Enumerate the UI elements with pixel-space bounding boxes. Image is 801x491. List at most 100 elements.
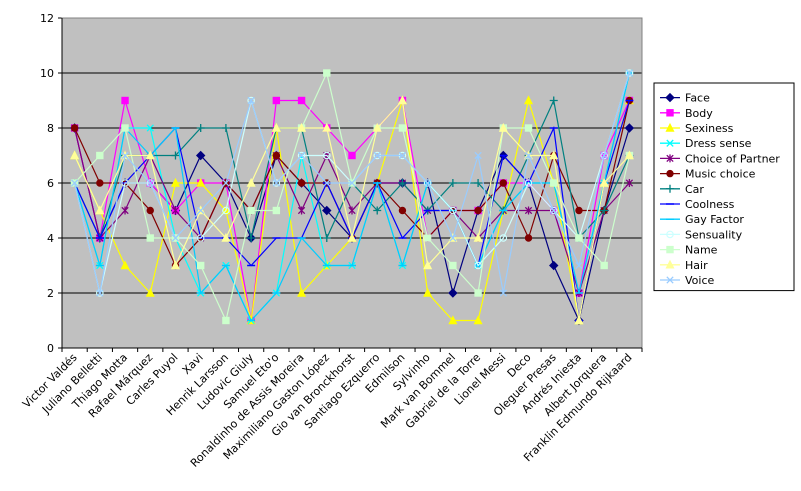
legend-swatch-marker (666, 276, 674, 284)
data-point (196, 124, 205, 132)
data-point (297, 287, 307, 297)
legend-label: Face (685, 92, 710, 105)
legend-label: Sensuality (685, 228, 743, 241)
data-point (575, 234, 583, 242)
data-point (145, 150, 155, 160)
legend-label: Name (685, 244, 718, 257)
data-point (323, 179, 331, 187)
data-point (575, 261, 583, 270)
series-voice (70, 69, 634, 297)
data-point (246, 177, 256, 187)
data-point (96, 179, 104, 187)
data-point (146, 124, 154, 132)
legend-label: Choice of Partner (685, 152, 780, 165)
data-point (196, 177, 206, 187)
legend-swatch-marker (666, 109, 674, 117)
data-point (524, 179, 533, 187)
data-point (247, 96, 255, 105)
data-point (121, 96, 129, 105)
data-point (549, 206, 558, 215)
data-point (449, 206, 457, 215)
data-point (222, 206, 230, 215)
data-point (600, 206, 609, 215)
data-point (474, 151, 482, 160)
data-point (196, 261, 205, 270)
data-point (599, 177, 609, 187)
data-point (297, 151, 306, 160)
legend-label: Sexiness (685, 122, 734, 135)
data-point (271, 122, 281, 132)
legend-swatch-marker (666, 139, 674, 147)
data-point (170, 177, 180, 187)
data-point (397, 95, 407, 105)
legend-entry: Gay Factor (660, 213, 744, 226)
legend-entry: Sexiness (660, 122, 734, 135)
legend-entry: Name (660, 244, 718, 257)
legend: Face Body Sexiness Dress sense Choice of Par… (653, 82, 795, 292)
data-point (474, 206, 482, 215)
legend-label: Coolness (685, 198, 735, 211)
data-point (549, 96, 558, 105)
data-point (145, 287, 155, 297)
data-point (171, 151, 180, 160)
legend-swatch-marker (665, 92, 675, 103)
data-point (70, 124, 79, 132)
legend-entry: Coolness (660, 198, 735, 211)
data-point (499, 289, 507, 297)
data-point (247, 96, 255, 105)
data-point (171, 234, 180, 242)
data-point (297, 206, 306, 215)
data-point (423, 234, 432, 242)
data-point (373, 206, 382, 215)
data-point (323, 69, 331, 77)
data-point (96, 289, 104, 297)
legend-label: Music choice (685, 168, 756, 181)
data-point (474, 179, 483, 187)
legend-swatch-marker (666, 169, 674, 178)
data-point (146, 234, 154, 242)
data-point (121, 124, 129, 132)
data-point (322, 205, 332, 216)
data-point (448, 315, 458, 325)
data-point (297, 96, 306, 105)
data-point (550, 206, 558, 215)
data-point (423, 179, 432, 187)
data-point (221, 124, 230, 132)
data-point (549, 150, 559, 160)
data-point (624, 123, 635, 133)
legend-box (653, 82, 795, 292)
data-point (372, 122, 382, 132)
data-point (272, 151, 281, 160)
y-tick-label: 2 (47, 287, 54, 300)
data-point (347, 232, 357, 242)
data-point (574, 315, 584, 325)
data-point (473, 315, 483, 325)
data-point (423, 260, 433, 270)
data-point (625, 69, 634, 77)
legend-swatch-marker (666, 154, 674, 163)
data-point (524, 124, 533, 132)
legend-entry: Body (660, 107, 713, 120)
legend-swatch-marker (666, 245, 674, 254)
data-point (624, 150, 634, 160)
data-point (121, 206, 129, 215)
legend-label: Hair (685, 259, 708, 272)
legend-entry: Music choice (660, 168, 756, 181)
legend-label: Car (685, 183, 704, 196)
y-tick-label: 6 (47, 177, 54, 190)
data-point (524, 234, 533, 242)
data-point (625, 179, 634, 187)
data-point (423, 179, 432, 187)
legend-label: Voice (685, 274, 715, 287)
legend-label: Dress sense (685, 137, 752, 150)
data-point (550, 179, 558, 187)
y-tick-label: 4 (47, 232, 54, 245)
data-point (146, 179, 154, 187)
data-point (297, 179, 306, 187)
legend-entry: Choice of Partner (660, 152, 780, 165)
data-point (221, 232, 231, 242)
data-point (524, 151, 533, 160)
data-point (146, 179, 155, 187)
data-point (297, 122, 307, 132)
data-point (272, 206, 281, 215)
